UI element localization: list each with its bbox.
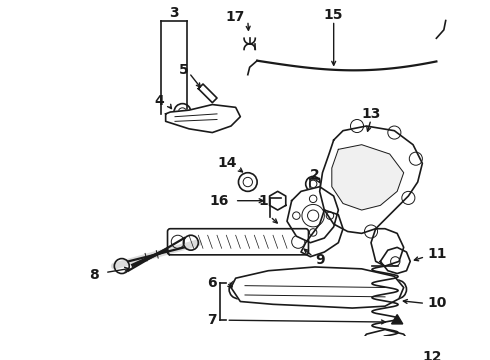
Text: 14: 14	[217, 156, 237, 170]
Polygon shape	[332, 145, 404, 210]
Polygon shape	[231, 267, 404, 308]
Polygon shape	[270, 192, 286, 210]
Text: 4: 4	[154, 94, 164, 108]
Text: 1: 1	[259, 194, 269, 208]
Polygon shape	[380, 247, 410, 274]
Text: 5: 5	[179, 63, 189, 77]
Text: 16: 16	[210, 194, 229, 208]
Polygon shape	[371, 229, 404, 266]
Polygon shape	[319, 126, 422, 233]
Text: 10: 10	[427, 296, 446, 310]
Polygon shape	[301, 210, 343, 257]
Text: 13: 13	[361, 107, 381, 121]
Text: 7: 7	[207, 313, 217, 327]
Text: 2: 2	[310, 168, 320, 183]
Polygon shape	[287, 187, 339, 243]
Text: 12: 12	[422, 350, 442, 360]
Polygon shape	[166, 104, 240, 132]
Polygon shape	[360, 329, 410, 357]
Text: 3: 3	[169, 6, 179, 20]
Text: 9: 9	[315, 252, 325, 266]
Text: 17: 17	[225, 10, 245, 24]
Text: 15: 15	[324, 8, 343, 22]
Polygon shape	[198, 84, 217, 103]
Polygon shape	[392, 315, 403, 324]
Text: 11: 11	[427, 247, 446, 261]
Text: 8: 8	[89, 269, 98, 282]
Text: 6: 6	[207, 276, 217, 290]
